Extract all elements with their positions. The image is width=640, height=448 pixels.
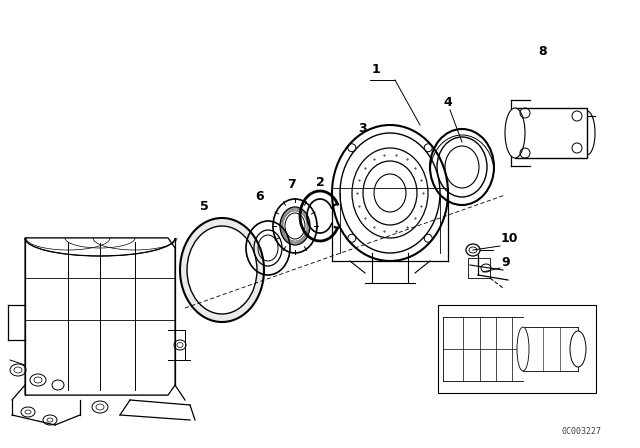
Text: 10: 10 bbox=[501, 232, 518, 245]
Text: 6: 6 bbox=[255, 190, 264, 203]
Text: 9: 9 bbox=[501, 256, 509, 269]
Ellipse shape bbox=[517, 327, 529, 371]
Bar bbox=[438, 305, 596, 393]
Ellipse shape bbox=[570, 331, 586, 367]
Text: 5: 5 bbox=[200, 200, 209, 213]
Bar bbox=[515, 108, 587, 158]
Text: 1: 1 bbox=[372, 63, 381, 76]
Text: 7: 7 bbox=[287, 178, 296, 191]
Polygon shape bbox=[25, 238, 175, 395]
Text: 0C003227: 0C003227 bbox=[562, 427, 602, 436]
Text: 4: 4 bbox=[443, 96, 452, 109]
Ellipse shape bbox=[505, 108, 525, 158]
Text: 2: 2 bbox=[316, 176, 324, 189]
Text: 8: 8 bbox=[538, 45, 547, 58]
Polygon shape bbox=[25, 238, 175, 395]
Bar bbox=[468, 258, 490, 278]
Text: 3: 3 bbox=[358, 122, 367, 135]
